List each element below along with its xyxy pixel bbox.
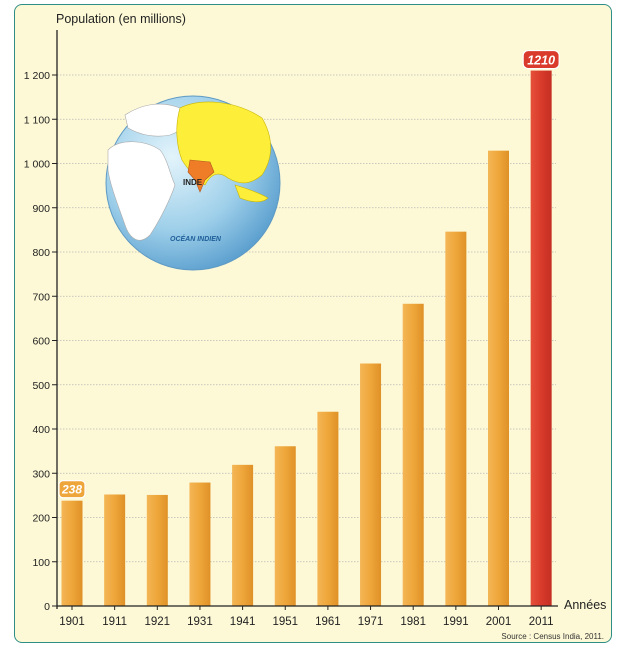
y-tick-label: 300 — [32, 468, 50, 480]
bar-1941 — [232, 464, 254, 606]
y-tick-label: 800 — [32, 247, 50, 259]
y-tick-labels: 0 100 200 300 400 500 600 700 800 900 1 000 1 100 1 … — [24, 70, 50, 613]
y-tick-label: 400 — [32, 424, 50, 436]
x-tick-label: 1911 — [102, 616, 127, 628]
y-tick-label: 700 — [32, 291, 50, 303]
x-tick-label: 1971 — [358, 616, 384, 628]
x-tick-label: 1901 — [59, 616, 85, 628]
bar-2011 — [530, 70, 552, 606]
southeast-asia-land — [234, 184, 269, 203]
bar-1951 — [274, 446, 296, 606]
x-tick-label: 2011 — [529, 616, 554, 628]
x-axis-title: Années — [564, 598, 606, 612]
bar-1931 — [189, 482, 211, 606]
bar-2001 — [488, 150, 509, 607]
gridlines — [57, 74, 556, 563]
y-tick-label: 1 000 — [24, 159, 50, 171]
x-tick-label: 1991 — [443, 616, 469, 628]
y-tick-label: 200 — [32, 513, 50, 525]
ocean-label: OCÉAN INDIEN — [170, 234, 222, 243]
y-tick-label: 0 — [44, 601, 50, 613]
globe-inset: INDE OCÉAN INDIEN — [105, 95, 281, 271]
data-label-last: 1210 — [527, 54, 555, 68]
bars — [61, 70, 552, 607]
data-label-first: 238 — [61, 483, 82, 497]
y-tick-label: 600 — [32, 336, 50, 348]
bar-1991 — [445, 231, 467, 606]
x-tick-label: 1951 — [272, 616, 298, 628]
y-tick-label: 500 — [32, 380, 50, 392]
y-tick-label: 100 — [32, 557, 50, 569]
y-tick-label: 900 — [32, 203, 50, 215]
x-tick-label: 1941 — [230, 616, 256, 628]
country-label: INDE — [183, 178, 203, 187]
data-label-badge-last — [522, 49, 560, 70]
x-tick-label: 1921 — [145, 616, 171, 628]
y-tick-label: 1 100 — [24, 114, 50, 126]
x-axis — [57, 605, 558, 610]
india-land — [187, 159, 215, 193]
bar-1981 — [402, 303, 424, 606]
bar-1971 — [360, 363, 382, 606]
bar-1911 — [104, 494, 126, 606]
data-label-badge-first — [58, 480, 86, 499]
data-labels: 238 1210 — [58, 49, 560, 499]
bar-1921 — [146, 494, 168, 606]
bar-1901 — [61, 500, 83, 606]
y-axis-title: Population (en millions) — [56, 12, 186, 26]
y-axis — [52, 30, 58, 609]
source-note: Source : Census India, 2011. — [501, 632, 604, 641]
x-tick-labels: 1901 1911 1921 1931 1941 1951 1961 1971 1981 1991… — [59, 616, 553, 628]
x-tick-label: 1981 — [400, 616, 426, 628]
y-tick-label: 1 200 — [24, 70, 50, 82]
x-tick-label: 2001 — [486, 616, 512, 628]
europe-land — [124, 103, 186, 137]
africa-land — [107, 141, 176, 241]
x-tick-label: 1931 — [187, 616, 213, 628]
bar-1961 — [317, 411, 339, 606]
x-tick-label: 1961 — [315, 616, 341, 628]
